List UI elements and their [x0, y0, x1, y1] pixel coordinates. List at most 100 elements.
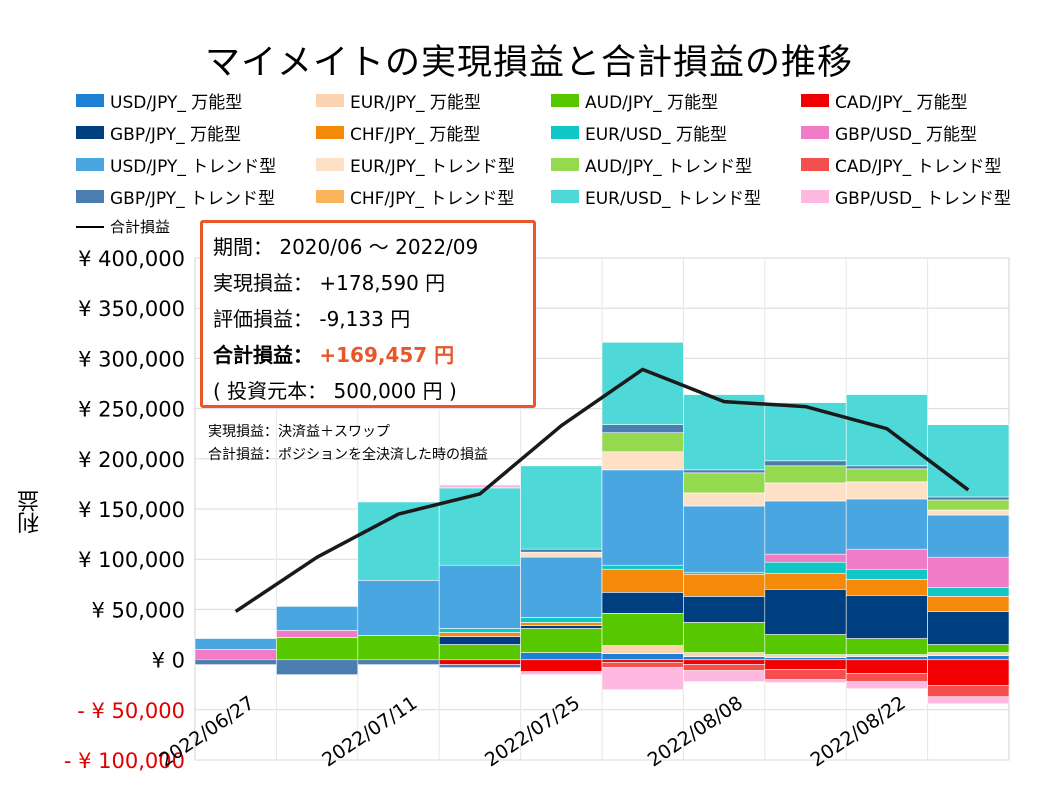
legend-line-swatch: [76, 225, 104, 228]
bar-segment: [276, 630, 359, 638]
bar-segment: [194, 649, 277, 660]
bar-segment: [845, 481, 928, 500]
bar-segment: [438, 636, 521, 645]
bar-segment: [357, 579, 440, 636]
bar-segment: [927, 556, 1010, 588]
bar-segment: [438, 564, 521, 629]
legend-label: CHF/JPY_ トレンド型: [350, 189, 515, 209]
bar-segment: [845, 468, 928, 483]
legend-item: CHF/JPY_ トレンド型: [316, 184, 514, 209]
bar-segment: [845, 654, 928, 657]
summary-box: 期間： 2020/06 〜 2022/09 実現損益： +178,590 円 評…: [200, 220, 536, 408]
legend-label: GBP/USD_ トレンド型: [835, 189, 1012, 209]
total-label: 合計損益：: [213, 343, 313, 367]
bar-segment: [764, 465, 847, 484]
y-tick-label: ¥ 400,000: [78, 247, 185, 271]
bar-segment: [276, 659, 359, 675]
legend-swatch: [76, 158, 104, 171]
legend-swatch: [801, 94, 829, 107]
legend-label: USD/JPY_ トレンド型: [110, 157, 277, 177]
bar-segment: [764, 589, 847, 635]
bar-segment: [520, 556, 603, 618]
legend-item: USD/JPY_ 万能型: [76, 88, 242, 113]
legend-item: USD/JPY_ トレンド型: [76, 152, 276, 177]
bar-segment: [764, 482, 847, 502]
bar-segment: [764, 679, 847, 683]
y-tick-label: - ¥ 50,000: [77, 699, 185, 723]
legend-item: CAD/JPY_ トレンド型: [801, 152, 1002, 177]
bar-segment: [845, 568, 928, 580]
chart-title: マイメイトの実現損益と合計損益の推移: [204, 43, 853, 83]
legend-swatch: [76, 94, 104, 107]
bar-segment: [927, 652, 1010, 656]
bar-segment: [764, 500, 847, 555]
summary-realized: 実現損益： +178,590 円: [213, 265, 523, 301]
bar-segment: [438, 664, 521, 668]
legend-label: GBP/USD_ 万能型: [835, 125, 978, 145]
bar-segment: [601, 564, 684, 570]
bar-segment: [927, 644, 1010, 653]
total-line: [234, 367, 970, 613]
bar-segment: [601, 645, 684, 654]
legend-item: CHF/JPY_ 万能型: [316, 120, 480, 145]
bar-segment: [683, 622, 766, 653]
legend-swatch: [551, 158, 579, 171]
legend-swatch: [801, 126, 829, 139]
summary-period: 期間： 2020/06 〜 2022/09: [213, 229, 523, 265]
legend-item: EUR/JPY_ トレンド型: [316, 152, 515, 177]
bar-segment: [438, 632, 521, 637]
bar-segment: [438, 484, 521, 489]
bar-segment: [601, 451, 684, 471]
legend-label: CAD/JPY_ トレンド型: [835, 157, 1002, 177]
bar-segment: [520, 628, 603, 653]
legend-item: GBP/USD_ 万能型: [801, 120, 977, 145]
bar-segment: [601, 667, 684, 691]
bar-segment: [927, 685, 1010, 698]
legend-item: AUD/JPY_ トレンド型: [551, 152, 752, 177]
legend-label: AUD/JPY_ トレンド型: [585, 157, 753, 177]
summary-principal: ( 投資元本： 500,000 円 ): [213, 373, 523, 409]
bar-segment: [764, 460, 847, 467]
legend-swatch: [316, 94, 344, 107]
summary-total: 合計損益： +169,457 円: [213, 337, 523, 373]
legend-swatch: [551, 94, 579, 107]
bar-segment: [683, 652, 766, 657]
legend-swatch: [316, 126, 344, 139]
y-tick-label: ¥ 200,000: [78, 448, 185, 472]
bar-segment: [601, 424, 684, 433]
bar-segment: [927, 696, 1010, 705]
legend-label: GBP/JPY_ トレンド型: [110, 189, 275, 209]
period-value: 2020/06 〜 2022/09: [279, 235, 479, 259]
bar-segment: [845, 659, 928, 674]
legend-swatch: [76, 190, 104, 203]
bar-segment: [520, 659, 603, 672]
y-tick-label: ¥ 250,000: [78, 398, 185, 422]
legend-item-total: 合計損益: [76, 216, 170, 237]
bar-segment: [927, 509, 1010, 516]
bar-segment: [601, 568, 684, 593]
legend-item: CAD/JPY_ 万能型: [801, 88, 968, 113]
legend-swatch: [801, 158, 829, 171]
legend-item: GBP/JPY_ 万能型: [76, 120, 241, 145]
bar-segment: [438, 659, 521, 665]
y-tick-label: ¥ 150,000: [78, 498, 185, 522]
y-axis-label: 利益: [18, 490, 43, 534]
y-tick-label: ¥ 300,000: [78, 347, 185, 371]
bar-segment: [601, 432, 684, 453]
bar-segment: [764, 669, 847, 680]
realized-label: 実現損益：: [213, 271, 313, 295]
bar-segment: [764, 402, 847, 462]
bar-segment: [683, 596, 766, 623]
bar-segment: [683, 469, 766, 474]
legend-label: EUR/USD_ トレンド型: [585, 189, 761, 209]
period-label: 期間：: [213, 235, 273, 259]
notes: 実現損益：決済益＋スワップ 合計損益：ポジションを全決済した時の損益: [208, 421, 488, 467]
principal-open: (: [213, 379, 221, 403]
y-tick-label: ¥ 100,000: [78, 548, 185, 572]
legend-label: USD/JPY_ 万能型: [110, 93, 243, 113]
bar-segment: [357, 635, 440, 660]
legend-label: EUR/USD_ 万能型: [585, 125, 727, 145]
unrealized-label: 評価損益：: [213, 307, 313, 331]
bar-segment: [927, 499, 1010, 511]
bar-segment: [683, 505, 766, 573]
